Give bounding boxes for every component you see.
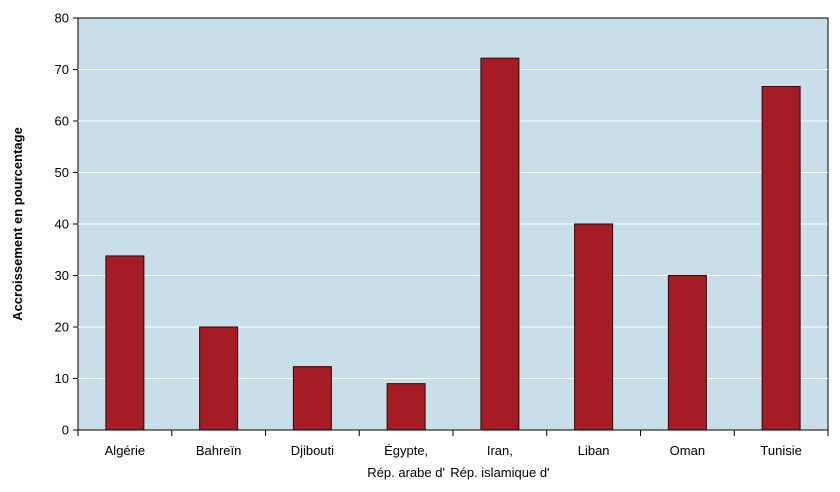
bar (574, 223, 614, 431)
bar (292, 366, 332, 431)
bar (386, 383, 426, 431)
bars (105, 57, 801, 431)
x-tick-labels: Algérie Bahreïn Djibouti Égypte, Rép. arabe … (105, 443, 802, 480)
axes (73, 17, 829, 436)
bar (480, 57, 520, 431)
y-tick-label: 70 (55, 62, 69, 77)
x-tick-label: Tunisie (760, 443, 801, 458)
y-tick-labels: 0 10 20 30 40 50 60 70 80 (55, 11, 69, 438)
bar (667, 275, 707, 431)
y-tick-label: 60 (55, 114, 69, 129)
x-tick-label: Oman (670, 443, 705, 458)
bar (199, 326, 239, 431)
y-tick-label: 30 (55, 268, 69, 283)
y-tick-label: 20 (55, 320, 69, 335)
bar (761, 85, 801, 431)
x-tick-label: Bahreïn (196, 443, 242, 458)
x-tick-label: Liban (578, 443, 610, 458)
x-tick-label: Égypte, Rép. arabe d' (367, 443, 445, 480)
y-tick-label: 80 (55, 11, 69, 26)
y-tick-label: 10 (55, 371, 69, 386)
x-tick-label: Djibouti (291, 443, 334, 458)
x-tick-label: Iran, Rép. islamique d' (450, 443, 549, 480)
y-tick-label: 0 (62, 423, 69, 438)
bar (105, 255, 145, 431)
y-tick-label: 50 (55, 165, 69, 180)
x-tick-label: Algérie (105, 443, 145, 458)
y-axis-title: Accroissement en pourcentage (10, 127, 25, 321)
y-tick-label: 40 (55, 217, 69, 232)
